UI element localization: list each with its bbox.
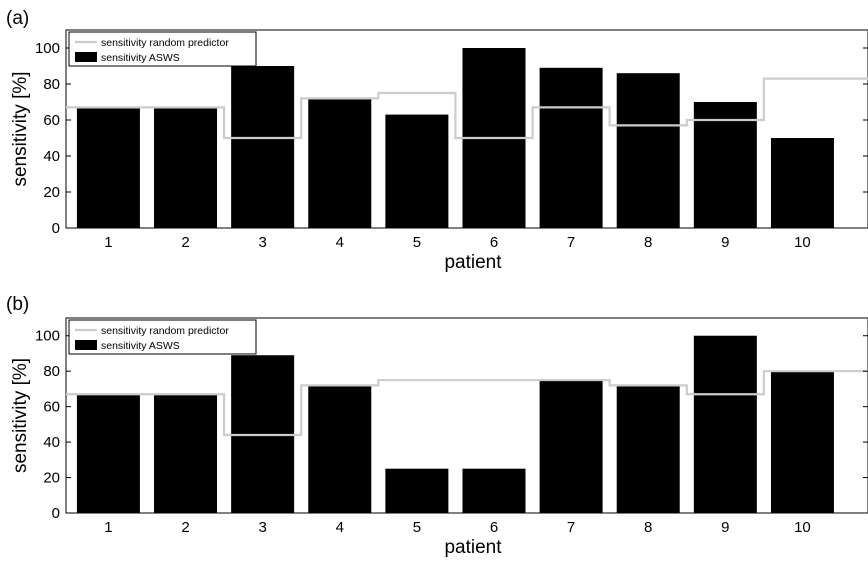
y-tick-label: 100: [35, 40, 60, 57]
legend-box: [68, 319, 257, 355]
legend: sensitivity random predictor sensitivity …: [68, 319, 257, 355]
bar-patient-5: [385, 114, 449, 228]
bar-patient-5: [385, 468, 449, 513]
bar-patient-7: [539, 67, 603, 228]
x-axis-label: patient: [444, 537, 502, 558]
legend-swatch-asws: [75, 340, 97, 350]
x-tick-label: 3: [258, 234, 266, 251]
y-tick-label: 0: [52, 505, 60, 522]
legend-label-asws: sensitivity ASWS: [101, 52, 180, 64]
legend-label-asws: sensitivity ASWS: [101, 340, 180, 352]
x-tick-label: 2: [181, 519, 189, 536]
y-tick-label: 0: [52, 220, 60, 237]
y-tick-label: 60: [43, 399, 60, 416]
bar-patient-7: [539, 380, 603, 513]
bar-patient-6: [462, 468, 526, 513]
bar-patient-1: [76, 107, 140, 228]
x-tick-label: 6: [490, 519, 498, 536]
y-tick-label: 40: [43, 148, 60, 165]
bar-patient-2: [154, 107, 218, 228]
bar-patient-10: [770, 138, 834, 228]
bar-patient-4: [308, 98, 372, 229]
bar-patient-10: [770, 371, 834, 513]
bar-patient-9: [693, 102, 757, 228]
x-tick-label: 5: [413, 519, 421, 536]
x-tick-label: 4: [336, 519, 344, 536]
y-tick-label: 60: [43, 112, 60, 129]
legend-label-random-predictor: sensitivity random predictor: [101, 37, 229, 49]
legend: sensitivity random predictor sensitivity …: [68, 31, 257, 67]
random-predictor-step-line: [66, 77, 868, 140]
x-tick-label: 9: [721, 519, 729, 536]
y-tick-label: 40: [43, 434, 60, 451]
legend-box: [68, 31, 257, 67]
x-tick-label: 4: [336, 234, 344, 251]
chart-panel-b: (b) 0 20 40 60 80 100 1 2 3 4 5 6 7 8 9 10 patient sensiti…: [6, 294, 868, 558]
x-tick-label: 7: [567, 519, 575, 536]
x-tick-label: 7: [567, 234, 575, 251]
panel-label: (b): [6, 294, 29, 315]
x-tick-label: 10: [794, 519, 811, 536]
bar-patient-1: [76, 394, 140, 513]
y-tick-label: 20: [43, 470, 60, 487]
legend-label-random-predictor: sensitivity random predictor: [101, 325, 229, 337]
chart-panel-a: (a) 0 20 40 60 80 100 1 2 3 4 5 6 7 8 9 10 patient sensiti…: [6, 8, 868, 273]
x-axis-label: patient: [444, 252, 502, 273]
random-predictor-step-line: [66, 370, 868, 437]
bar-patient-8: [616, 73, 680, 228]
x-tick-label: 10: [794, 234, 811, 251]
y-tick-label: 80: [43, 363, 60, 380]
bar-patient-4: [308, 385, 372, 513]
y-tick-label: 20: [43, 184, 60, 201]
x-tick-label: 8: [644, 234, 652, 251]
y-axis-label: sensitivity [%]: [10, 358, 31, 473]
x-tick-label: 6: [490, 234, 498, 251]
bar-patient-3: [231, 66, 295, 228]
x-tick-label: 9: [721, 234, 729, 251]
legend-swatch-asws: [75, 52, 97, 62]
x-tick-label: 3: [258, 519, 266, 536]
x-tick-label: 1: [104, 519, 112, 536]
x-tick-label: 8: [644, 519, 652, 536]
x-tick-label: 2: [181, 234, 189, 251]
y-tick-label: 80: [43, 76, 60, 93]
y-tick-label: 100: [35, 328, 60, 345]
y-axis-label: sensitivity [%]: [10, 71, 31, 186]
x-tick-label: 1: [104, 234, 112, 251]
bar-patient-9: [693, 335, 757, 513]
bar-patient-8: [616, 385, 680, 513]
bar-patient-2: [154, 394, 218, 513]
x-tick-label: 5: [413, 234, 421, 251]
panel-label: (a): [6, 8, 29, 29]
